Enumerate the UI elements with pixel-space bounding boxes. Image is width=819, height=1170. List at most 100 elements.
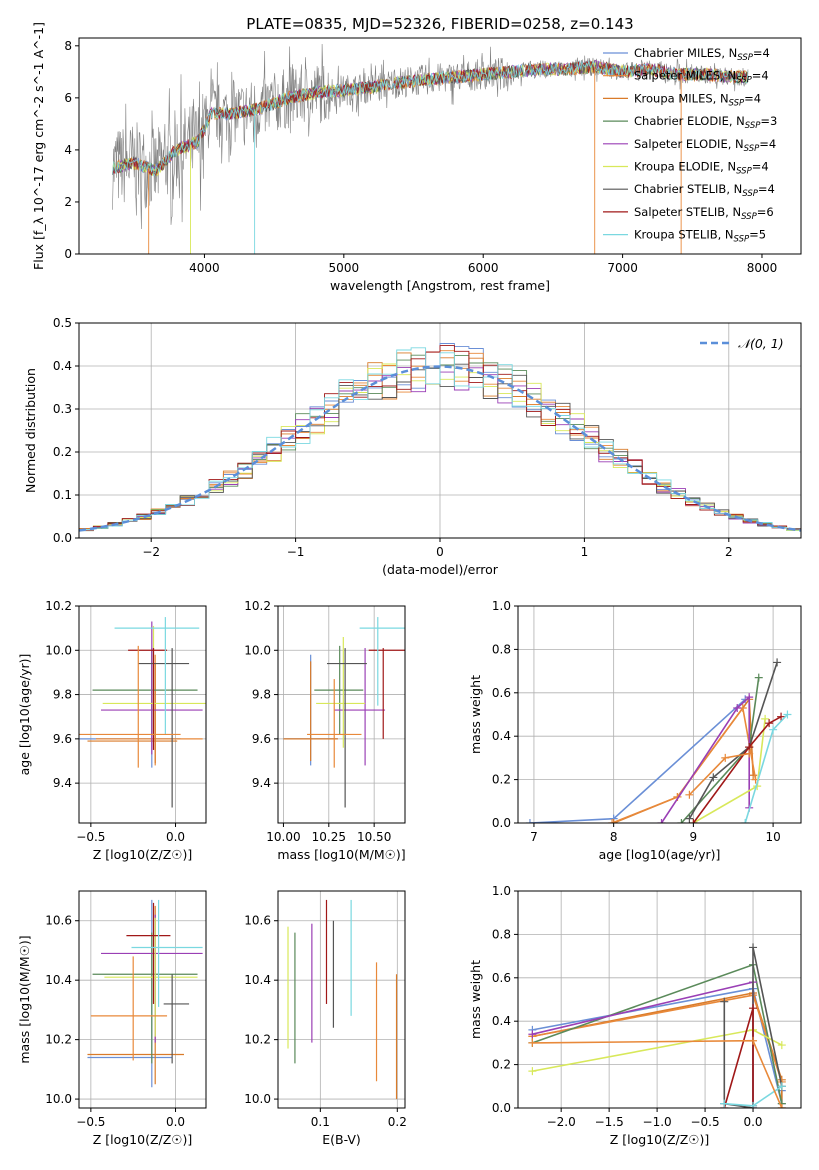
y-tick-label: 10.4	[45, 973, 72, 987]
legend-label: Salpeter ELODIE, NSSP=4	[634, 137, 776, 154]
y-tick-label: 10.6	[45, 914, 72, 928]
weight-line-3	[611, 706, 757, 823]
x-axis-label: Z [log10(Z/Z☉)]	[610, 1132, 710, 1147]
weight-line-7	[688, 662, 778, 820]
grid	[278, 891, 405, 1108]
y-tick-label: 10.2	[244, 599, 271, 613]
legend-label: Kroupa ELODIE, NSSP=4	[634, 160, 769, 177]
x-tick-label: 4000	[189, 261, 220, 275]
weight-line-1	[529, 698, 746, 823]
data-series-line	[112, 43, 749, 230]
weight-marker	[745, 693, 754, 702]
y-tick-label: 2	[64, 195, 72, 209]
weight-marker	[528, 1067, 537, 1076]
grid	[79, 891, 206, 1108]
weight-marker	[721, 753, 730, 762]
weight-marker	[761, 714, 770, 723]
y-axis-label: mass [log10(M/M☉)]	[17, 935, 32, 1063]
y-tick-label: 1.0	[492, 884, 511, 898]
x-axis-label: Z [log10(Z/Z☉)]	[93, 847, 193, 862]
x-tick-label: 0.0	[166, 1115, 185, 1129]
x-tick-label: −1.5	[595, 1115, 624, 1129]
y-tick-label: 0.3	[53, 402, 72, 416]
legend-label: Chabrier ELODIE, NSSP=3	[634, 114, 777, 131]
x-tick-label: 5000	[329, 261, 360, 275]
plot-area	[283, 617, 405, 808]
weight-line-8	[692, 715, 782, 823]
y-axis-label: age [log10(age/yr)]	[17, 654, 32, 776]
y-tick-label: 0.4	[492, 729, 511, 743]
weight-marker	[657, 819, 666, 823]
x-tick-label: −0.5	[76, 1115, 105, 1129]
y-tick-label: 0.6	[492, 971, 511, 985]
weight-marker	[783, 710, 792, 719]
weight-line-7	[723, 947, 783, 1108]
x-tick-label: 7	[530, 830, 538, 844]
x-tick-label: 1	[581, 545, 589, 559]
y-tick-label: 0.6	[492, 686, 511, 700]
weight-marker	[689, 819, 698, 823]
y-tick-label: 9.8	[53, 688, 72, 702]
plot-area	[287, 899, 398, 1100]
legend-label: Salpeter STELIB, NSSP=6	[634, 205, 774, 222]
panel-5: 7 8 9 10 0.0 0.2 0.4 0.6 0.8 1.0 age [log10(age/yr…	[468, 599, 802, 862]
weight-marker	[749, 1004, 758, 1013]
y-tick-label: 10.0	[45, 1092, 72, 1106]
y-tick-label: 10.2	[45, 599, 72, 613]
y-tick-label: 0.2	[492, 773, 511, 787]
weight-marker	[720, 997, 729, 1006]
panel-3: −0.5 0.0 9.4 9.6 9.8 10.0 10.2 Z [log10(Z/Z☉)] a…	[17, 599, 207, 862]
y-tick-label: 0.4	[492, 1014, 511, 1028]
axes-frame	[517, 890, 802, 1109]
y-tick-label: 0.2	[53, 445, 72, 459]
grid	[518, 890, 801, 1109]
panel-4: 10.00 10.25 10.50 9.4 9.6 9.8 10.0 10.2 mass [lo…	[244, 599, 405, 862]
x-tick-label: 10.00	[266, 830, 300, 844]
x-tick-label: 8000	[747, 261, 778, 275]
weight-marker	[741, 819, 750, 823]
y-axis-label: Flux [f_λ 10^-17 erg cm^-2 s^-1 A^-1]	[31, 22, 46, 270]
weight-marker	[749, 1101, 758, 1108]
weight-marker	[733, 703, 742, 712]
axes-frame	[517, 605, 802, 824]
x-axis-label: wavelength [Angstrom, rest frame]	[330, 278, 550, 293]
x-tick-label: −0.5	[690, 1115, 719, 1129]
x-tick-label: 2	[725, 545, 733, 559]
model-line-9	[112, 60, 749, 177]
y-tick-label: 0.8	[492, 642, 511, 656]
axes-frame	[277, 890, 406, 1109]
x-tick-label: −1	[287, 545, 305, 559]
grid	[518, 605, 801, 824]
plot-area	[112, 43, 749, 254]
grid	[278, 605, 405, 823]
legend: Chabrier MILES, NSSP=4 Salpeter MILES, NS…	[603, 46, 777, 245]
axes-frame	[78, 890, 207, 1109]
panel-2: −2 −1 0 1 2 0.0 0.1 0.2 0.3 0.4 0.5 (data-model)/er…	[23, 316, 802, 577]
weight-marker	[685, 790, 694, 799]
axes-frame	[277, 605, 406, 824]
y-tick-label: 10.0	[244, 1092, 271, 1106]
x-tick-label: 0.2	[388, 1115, 407, 1129]
x-tick-label: 0.0	[743, 1115, 762, 1129]
weight-marker	[769, 725, 778, 734]
y-tick-label: 0	[64, 247, 72, 261]
y-tick-label: 4	[64, 143, 72, 157]
y-tick-label: 0.0	[53, 531, 72, 545]
plot-area	[79, 343, 801, 533]
x-tick-label: 9	[690, 830, 698, 844]
weight-marker	[720, 1099, 729, 1108]
y-tick-label: 9.8	[252, 688, 271, 702]
y-tick-label: 10.2	[244, 1033, 271, 1047]
gaussian-curve	[79, 365, 801, 532]
weight-marker	[745, 749, 754, 758]
figure-title: PLATE=0835, MJD=52326, FIBERID=0258, z=0…	[246, 15, 633, 33]
weight-marker	[777, 712, 786, 721]
weight-marker	[777, 1041, 786, 1050]
x-tick-label: −1.0	[643, 1115, 672, 1129]
x-tick-label: −2	[142, 545, 160, 559]
legend-label: Chabrier MILES, NSSP=4	[634, 46, 770, 63]
y-axis-label: mass weight	[468, 675, 483, 754]
x-axis-label: (data-model)/error	[382, 562, 499, 577]
gauss-legend-label: 𝒩(0, 1)	[738, 336, 784, 351]
